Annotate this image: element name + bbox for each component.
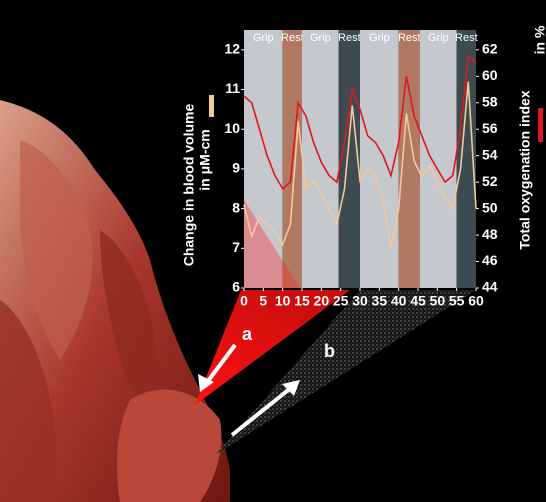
y2-tick-label: 62 xyxy=(482,41,498,57)
phase-label: Grip xyxy=(253,32,274,44)
y2-tick-label: 48 xyxy=(482,226,498,242)
y2-tick-label: 56 xyxy=(482,120,498,136)
y2-tick-label: 60 xyxy=(482,67,498,83)
x-tick-label: 5 xyxy=(259,293,267,309)
y-tick-label: 7 xyxy=(232,239,240,255)
x-tick-label: 15 xyxy=(294,293,310,309)
phase-label: Grip xyxy=(369,32,390,44)
y-tick-label: 12 xyxy=(224,41,240,57)
series-key xyxy=(209,95,214,117)
x-tick-label: 55 xyxy=(449,293,465,309)
x-tick-label: 0 xyxy=(240,293,248,309)
y-axis-label: Change in blood volume xyxy=(181,104,197,267)
y2-tick-label: 46 xyxy=(482,252,498,268)
y-tick-label: 6 xyxy=(232,279,240,295)
phase-band xyxy=(360,30,399,288)
phase-label: Rest xyxy=(455,32,478,44)
phase-label: Rest xyxy=(398,32,421,44)
x-tick-label: 40 xyxy=(391,293,407,309)
phase-band xyxy=(399,30,420,288)
series-key xyxy=(538,108,543,142)
x-tick-label: 30 xyxy=(352,293,368,309)
plot-area: Grip Rest Grip Rest Grip Rest Grip Rest xyxy=(244,30,478,288)
y2-tick-label: 44 xyxy=(482,279,498,295)
x-tick-label: 10 xyxy=(275,293,291,309)
x-tick-label: 35 xyxy=(372,293,388,309)
x-tick-label: 50 xyxy=(430,293,446,309)
phase-label: Grip xyxy=(310,32,331,44)
y-axis-label: in μM-cm xyxy=(197,129,213,190)
x-tick-label: 45 xyxy=(410,293,426,309)
annotation: a xyxy=(242,324,253,344)
y-tick-label: 10 xyxy=(224,120,240,136)
y-tick-label: 8 xyxy=(232,199,240,215)
phase-label: Rest xyxy=(338,32,361,44)
phase-label: Rest xyxy=(281,32,304,44)
phase-label: Grip xyxy=(428,32,449,44)
y2-axis-label: in % xyxy=(532,25,546,54)
y2-tick-label: 52 xyxy=(482,173,498,189)
y2-tick-label: 50 xyxy=(482,199,498,215)
phase-band xyxy=(420,30,457,288)
annotation: b xyxy=(324,341,335,361)
y2-axis-label: Total oxygenation index xyxy=(517,90,533,249)
y2-tick-label: 58 xyxy=(482,93,498,109)
x-tick-label: 25 xyxy=(333,293,349,309)
y-tick-label: 11 xyxy=(225,80,240,96)
y2-tick-label: 54 xyxy=(482,146,498,162)
x-tick-label: 20 xyxy=(314,293,330,309)
x-tick-label: 60 xyxy=(468,293,484,309)
y-tick-label: 9 xyxy=(232,160,240,176)
chart: a b Grip Rest Grip Rest Grip Rest Grip Rest Cha… xyxy=(0,0,546,502)
